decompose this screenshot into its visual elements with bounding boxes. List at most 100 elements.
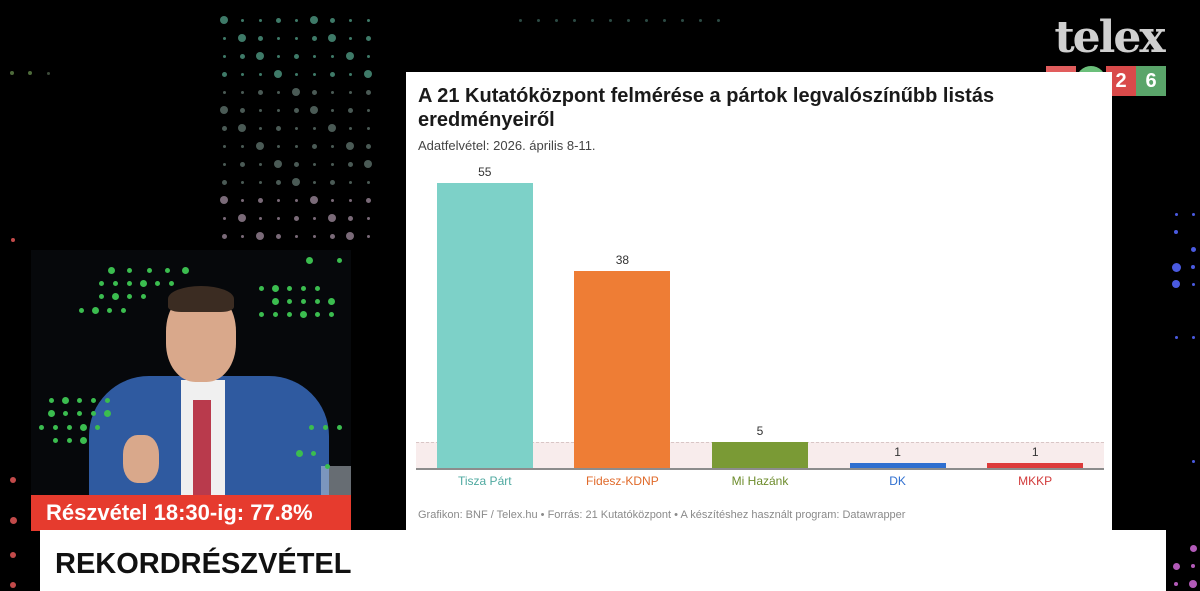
decorative-dot [98,293,104,299]
decorative-dot [104,397,110,403]
decorative-dot [258,72,262,76]
decorative-dot [662,18,666,22]
presenter-hand [123,435,159,483]
decorative-dot [1190,246,1196,252]
decorative-dot [164,267,170,273]
decorative-dot [554,18,558,22]
decorative-dot [330,144,334,148]
decorative-dot [222,90,226,94]
decorative-dot [366,54,370,58]
decorative-dot [222,144,226,148]
decorative-dot [366,108,370,112]
decorative-dot [366,18,370,22]
decorative-dot [238,214,246,222]
decorative-dot [111,292,119,300]
decorative-dot [258,180,262,184]
decorative-dot [52,424,58,430]
decorative-dot [276,144,280,148]
decorative-dot [154,280,160,286]
decorative-dot [365,143,371,149]
decorative-dot [716,18,720,22]
decorative-dot [276,198,280,202]
decorative-dot [256,232,264,240]
presenter-hair [168,286,234,312]
decorative-dot [240,144,244,148]
decorative-dot [90,397,96,403]
decorative-dot [168,280,174,286]
decorative-dot [327,297,335,305]
decorative-dot [220,106,228,114]
decorative-dot [328,311,334,317]
decorative-dot [79,423,87,431]
chart-panel: A 21 Kutatóközpont felmérése a pártok le… [406,72,1112,530]
decorative-dot [276,90,280,94]
decorative-dot [258,108,262,112]
decorative-dot [293,107,299,113]
decorative-dot [299,310,307,318]
decorative-dot [1172,562,1180,570]
decorative-dot [698,18,702,22]
decorative-dot [680,18,684,22]
decorative-dot [239,161,245,167]
decorative-dot [312,54,316,58]
decorative-dot [348,180,352,184]
decorative-dot [310,106,318,114]
decorative-dot [28,71,32,75]
decorative-dot [47,409,55,417]
decorative-dot [305,256,313,264]
decorative-dot [240,234,244,238]
decorative-dot [274,70,282,78]
decorative-dot [366,234,370,238]
decorative-dot [275,233,281,239]
decorative-dot [347,107,353,113]
decorative-dot [364,70,372,78]
decorative-dot [140,293,146,299]
decorative-dot [139,279,147,287]
decorative-dot [38,424,44,430]
decorative-dot [258,126,262,130]
decorative-dot [328,214,336,222]
decorative-dot [1174,230,1178,234]
decorative-dot [10,71,14,75]
decorative-dot [274,160,282,168]
decorative-dot [311,89,317,95]
decorative-dot [222,216,226,220]
decorative-dot [294,72,298,76]
decorative-dot [365,197,371,203]
bar-value-label: 55 [478,165,492,179]
decorative-dot [348,72,352,76]
decorative-dot [626,18,630,22]
decorative-dot [295,449,303,457]
decorative-dot [312,180,316,184]
decorative-dot [258,216,262,220]
decorative-dot [76,410,82,416]
decorative-dot [366,216,370,220]
lower-third-headline: REKORDRÉSZVÉTEL [55,548,352,580]
decorative-dot [312,72,316,76]
decorative-dot [311,143,317,149]
decorative-dot [294,36,298,40]
decorative-dot [94,424,100,430]
decorative-dot [126,280,132,286]
decorative-dot [293,161,299,167]
decorative-dot [1191,335,1195,339]
chart-source-footer: Grafikon: BNF / Telex.hu • Forrás: 21 Ku… [418,509,906,521]
decorative-dot [271,284,279,292]
presenter-video [31,250,351,495]
bar [712,442,808,468]
decorative-dot [365,89,371,95]
turnout-ticker: Részvétel 18:30-ig: 77.8% [31,495,351,531]
decorative-dot [364,160,372,168]
decorative-dot [272,311,278,317]
decorative-dot [276,36,280,40]
decorative-dot [286,298,292,304]
decorative-dot [312,126,316,130]
decorative-dot [329,179,335,185]
decorative-dot [294,126,298,130]
decorative-dot [221,179,227,185]
decorative-dot [348,90,352,94]
decorative-dot [366,126,370,130]
category-label: Fidesz-KDNP [586,474,659,488]
decorative-dot [78,307,84,313]
x-axis-baseline [416,468,1104,470]
